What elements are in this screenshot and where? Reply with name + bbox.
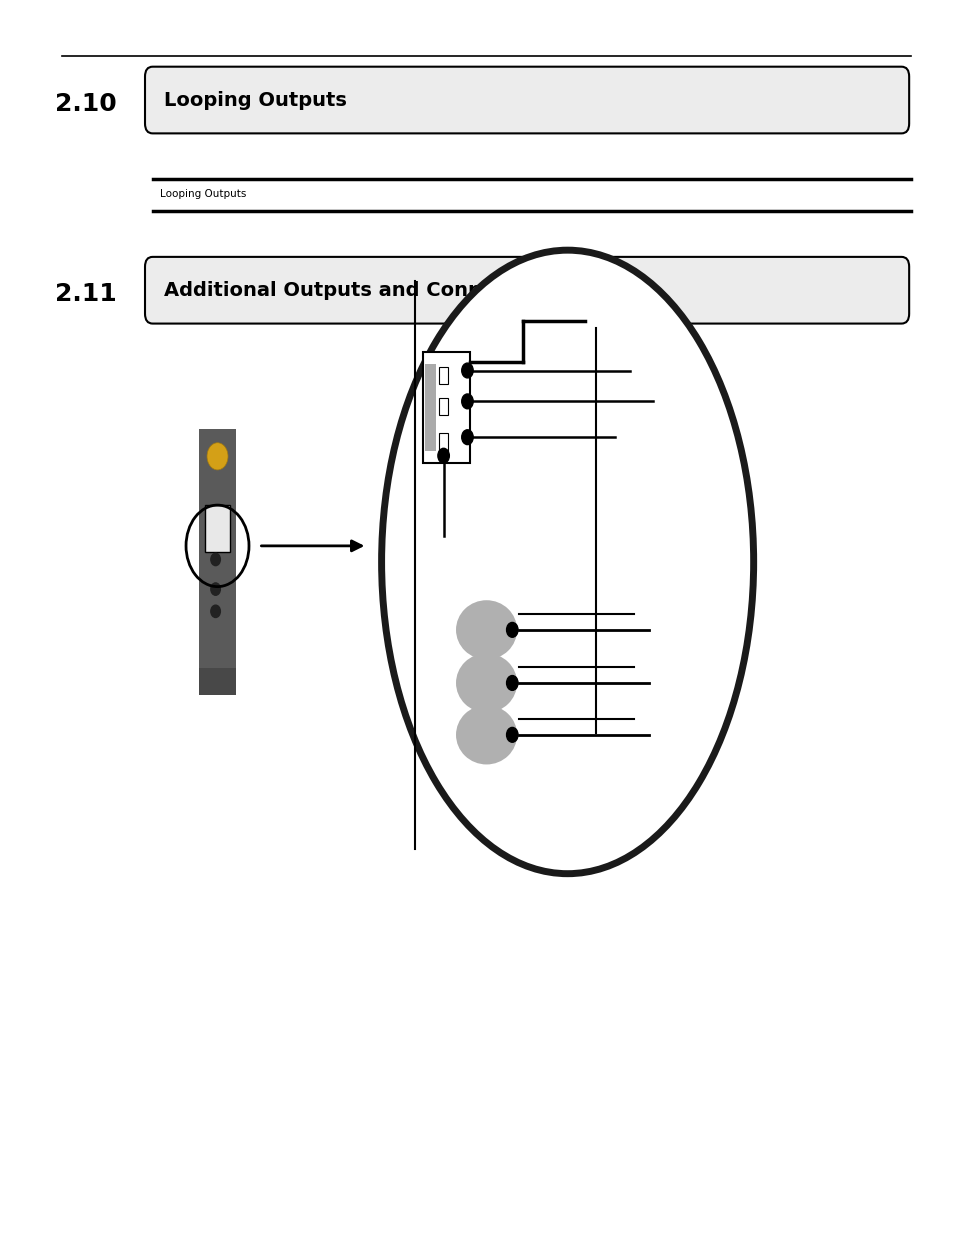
Text: Additional Outputs and Connectors: Additional Outputs and Connectors [164,280,551,300]
Circle shape [461,363,473,378]
Ellipse shape [381,251,753,873]
Text: 2.11: 2.11 [55,282,116,306]
FancyBboxPatch shape [199,429,235,694]
Text: Looping Outputs: Looping Outputs [164,90,347,110]
Ellipse shape [456,705,517,764]
Circle shape [461,394,473,409]
Circle shape [211,583,220,595]
Circle shape [211,605,220,618]
Text: 2.10: 2.10 [55,91,116,116]
Ellipse shape [456,653,517,713]
FancyBboxPatch shape [438,367,448,384]
FancyBboxPatch shape [438,433,448,451]
FancyBboxPatch shape [438,398,448,415]
Circle shape [437,448,449,463]
FancyBboxPatch shape [205,505,230,552]
Circle shape [211,553,220,566]
FancyBboxPatch shape [145,257,908,324]
FancyBboxPatch shape [145,67,908,133]
Circle shape [506,727,517,742]
FancyBboxPatch shape [199,667,235,694]
Text: Looping Outputs: Looping Outputs [160,189,247,199]
FancyBboxPatch shape [424,364,436,451]
Circle shape [506,676,517,690]
Ellipse shape [456,600,517,659]
Circle shape [506,622,517,637]
Circle shape [461,430,473,445]
FancyBboxPatch shape [422,352,470,463]
Circle shape [207,442,228,471]
